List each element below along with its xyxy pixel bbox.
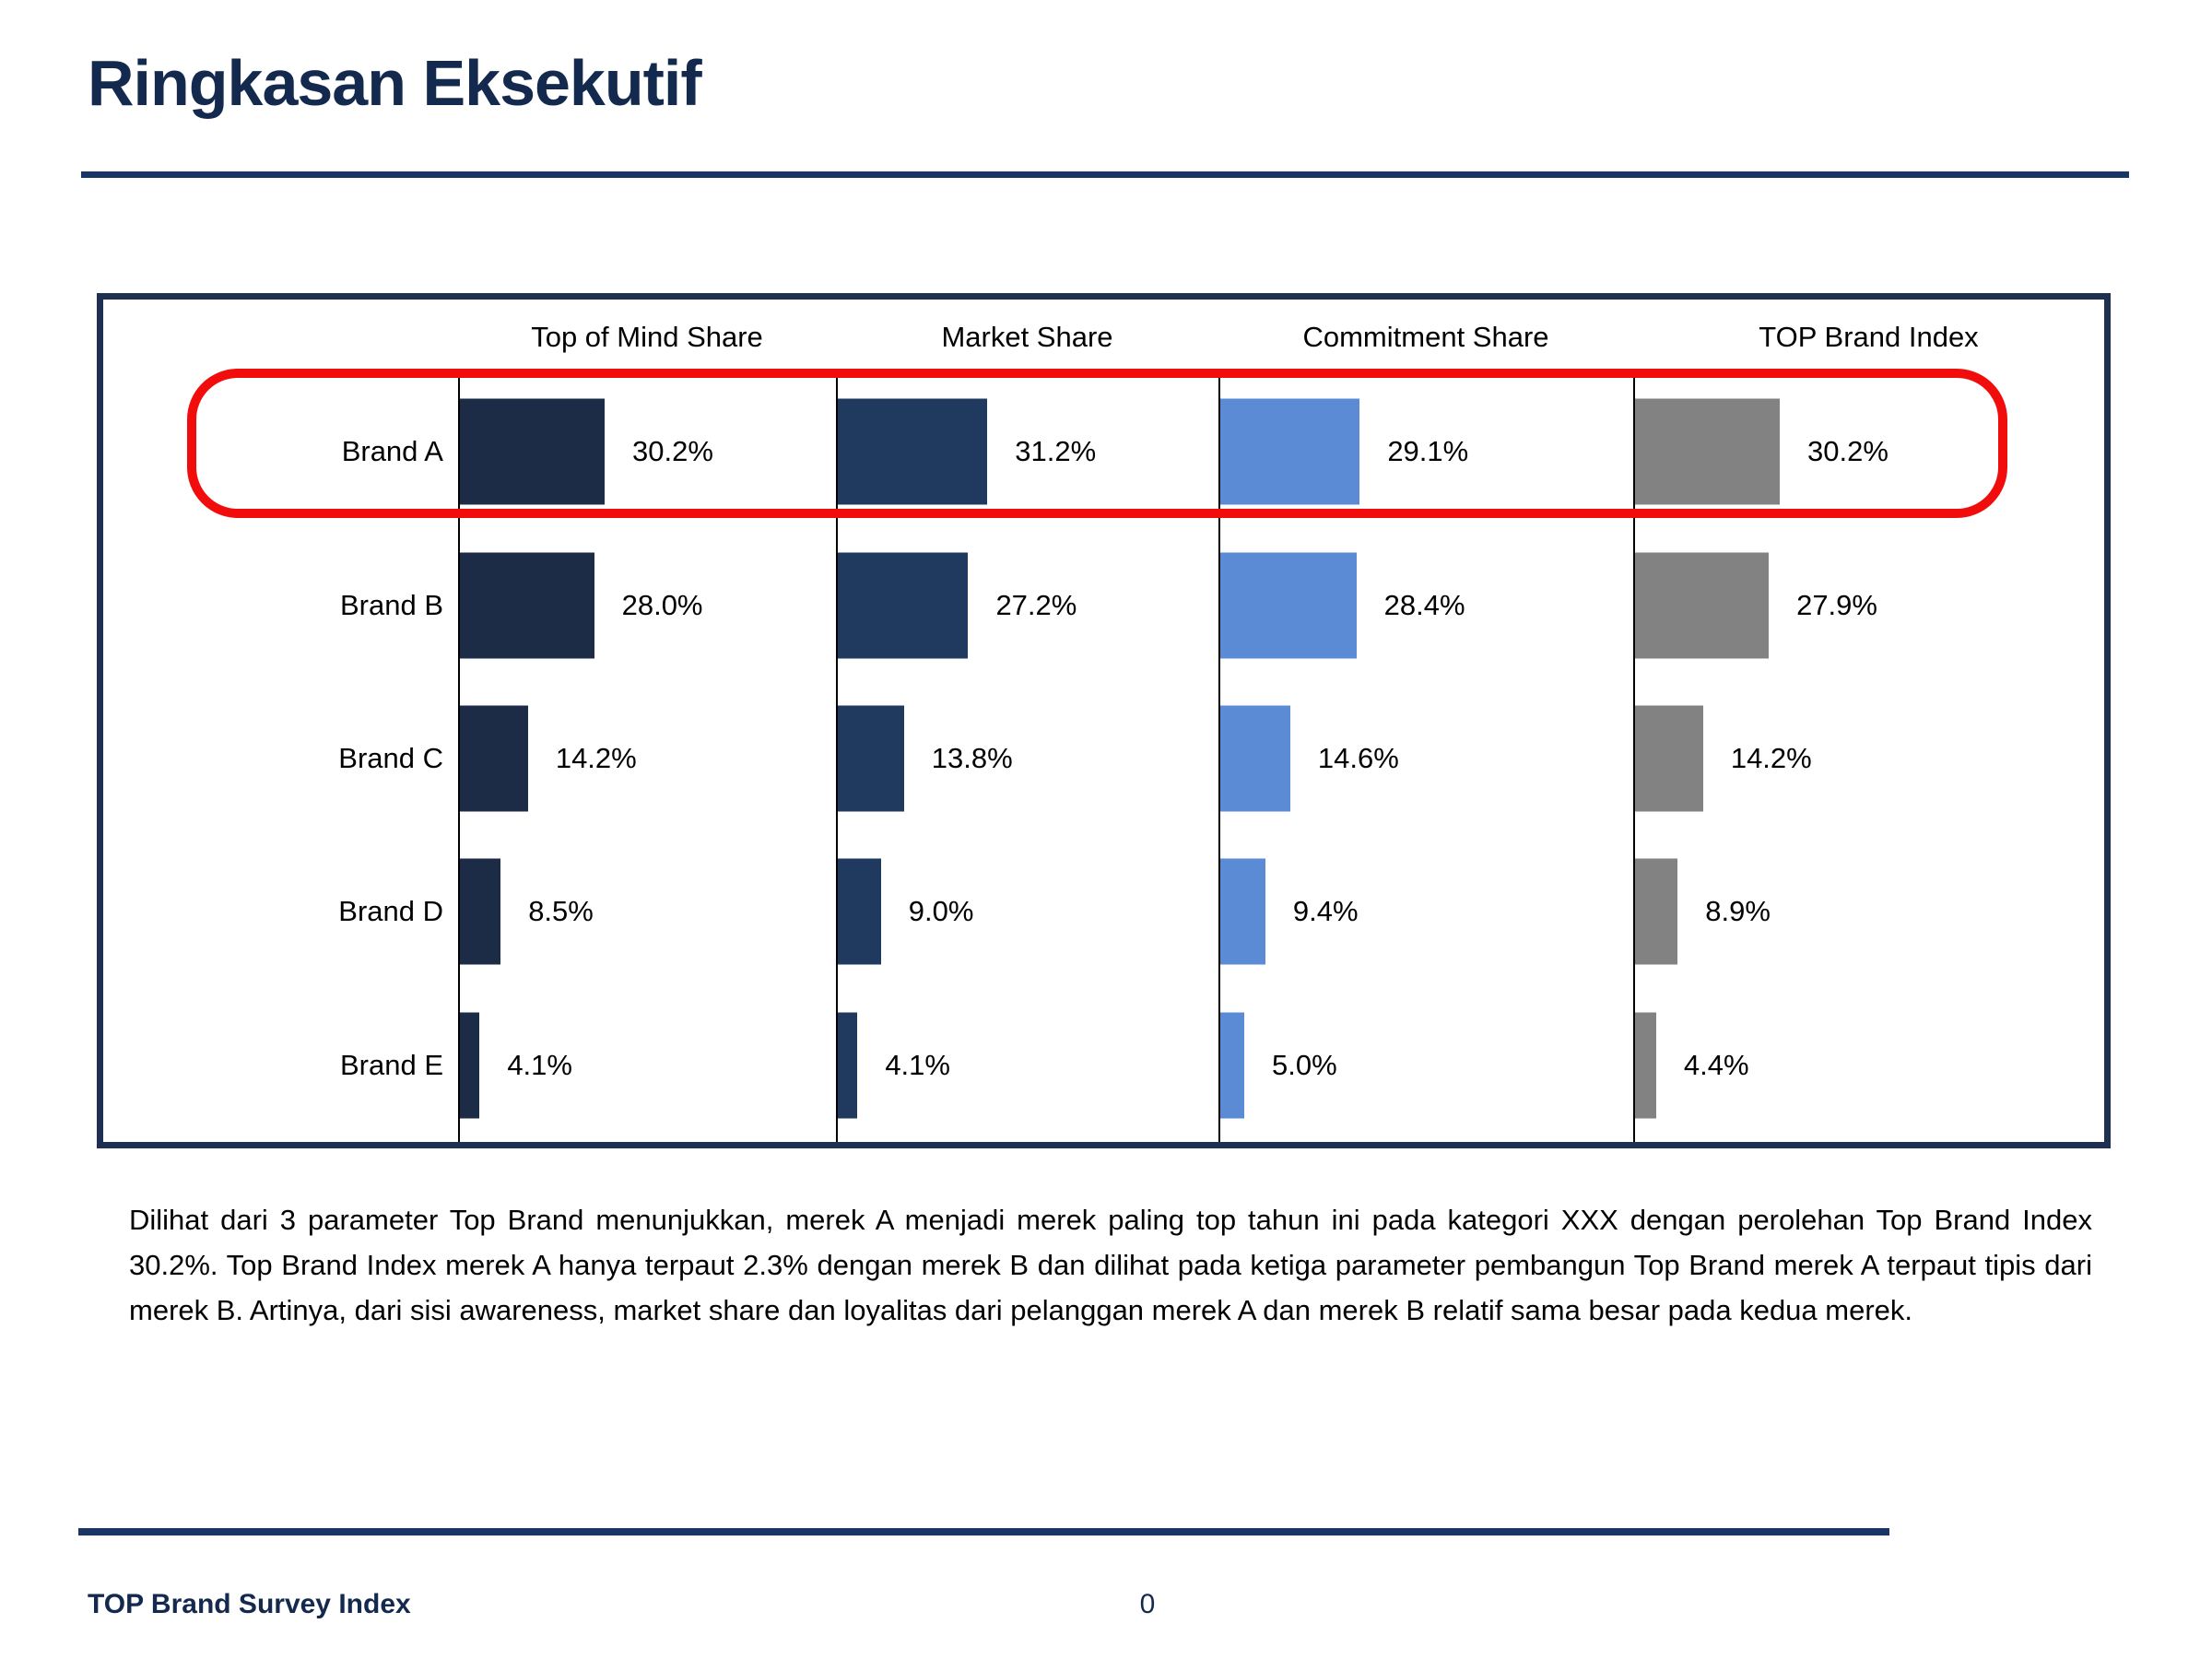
value-label-brand-e-top-brand-index: 4.4%	[1683, 1048, 1749, 1081]
bar-cell-brand-d-market-share: 9.0%	[836, 835, 1218, 989]
bar-cell-brand-b-top-of-mind-share: 28.0%	[458, 528, 836, 682]
bar-brand-a-market-share	[838, 398, 988, 505]
bar-cell-brand-e-commitment-share: 5.0%	[1218, 988, 1633, 1142]
bar-brand-c-top-of-mind-share	[460, 705, 528, 812]
bar-brand-e-top-brand-index	[1635, 1012, 1656, 1119]
value-label-brand-c-top-of-mind-share: 14.2%	[555, 741, 637, 774]
page-title: Ringkasan Eksekutif	[88, 47, 702, 119]
bar-cell-brand-c-market-share: 13.8%	[836, 681, 1218, 836]
bar-cell-brand-c-commitment-share: 14.6%	[1218, 681, 1633, 836]
value-label-brand-a-top-of-mind-share: 30.2%	[632, 435, 713, 468]
chart-corner-spacer	[103, 300, 458, 375]
bar-brand-b-commitment-share	[1220, 552, 1357, 659]
bar-brand-a-top-of-mind-share	[460, 398, 606, 505]
bar-cell-brand-d-commitment-share: 9.4%	[1218, 835, 1633, 989]
value-label-brand-b-top-brand-index: 27.9%	[1796, 588, 1877, 621]
bar-cell-brand-b-commitment-share: 28.4%	[1218, 528, 1633, 682]
bar-brand-c-commitment-share	[1220, 705, 1290, 812]
bar-cell-brand-d-top-of-mind-share: 8.5%	[458, 835, 836, 989]
value-label-brand-c-commitment-share: 14.6%	[1317, 741, 1399, 774]
value-label-brand-b-commitment-share: 28.4%	[1383, 588, 1465, 621]
bar-brand-a-commitment-share	[1220, 398, 1360, 505]
bar-cell-brand-a-market-share: 31.2%	[836, 375, 1218, 529]
bar-cell-brand-b-market-share: 27.2%	[836, 528, 1218, 682]
bar-cell-brand-e-market-share: 4.1%	[836, 988, 1218, 1142]
column-header-commitment-share: Commitment Share	[1302, 321, 1549, 353]
value-label-brand-e-top-of-mind-share: 4.1%	[507, 1048, 572, 1081]
value-label-brand-d-commitment-share: 9.4%	[1292, 895, 1359, 928]
value-label-brand-c-top-brand-index: 14.2%	[1730, 741, 1812, 774]
bar-brand-e-market-share	[838, 1012, 858, 1119]
bar-brand-d-market-share	[838, 858, 881, 965]
value-label-brand-a-top-brand-index: 30.2%	[1807, 435, 1888, 468]
bar-brand-b-market-share	[838, 552, 969, 659]
row-label-brand-a: Brand A	[341, 435, 443, 468]
value-label-brand-d-market-share: 9.0%	[908, 895, 974, 928]
bar-brand-b-top-of-mind-share	[460, 552, 594, 659]
footer-line	[78, 1528, 1889, 1535]
row-label-brand-b: Brand B	[339, 588, 443, 621]
bar-cell-brand-a-top-brand-index: 30.2%	[1633, 375, 2104, 529]
chart-panel: Top of Mind Share Market Share Commitment …	[97, 293, 2111, 1148]
brand-share-chart: Top of Mind Share Market Share Commitment …	[103, 300, 2104, 1142]
bar-cell-brand-c-top-of-mind-share: 14.2%	[458, 681, 836, 836]
bar-brand-d-top-brand-index	[1635, 858, 1678, 965]
bar-cell-brand-e-top-brand-index: 4.4%	[1633, 988, 2104, 1142]
page-number: 0	[1139, 1589, 1156, 1619]
row-label-brand-d: Brand D	[338, 895, 443, 928]
bar-cell-brand-a-commitment-share: 29.1%	[1218, 375, 1633, 529]
bar-brand-c-top-brand-index	[1635, 705, 1703, 812]
column-header-top-brand-index: TOP Brand Index	[1759, 321, 1979, 353]
value-label-brand-b-market-share: 27.2%	[995, 588, 1077, 621]
bar-brand-d-commitment-share	[1220, 858, 1265, 965]
value-label-brand-d-top-brand-index: 8.9%	[1705, 895, 1771, 928]
value-label-brand-c-market-share: 13.8%	[931, 741, 1013, 774]
column-header-top-of-mind-share: Top of Mind Share	[531, 321, 763, 353]
bar-cell-brand-b-top-brand-index: 27.9%	[1633, 528, 2104, 682]
bar-brand-c-market-share	[838, 705, 904, 812]
bar-brand-e-top-of-mind-share	[460, 1012, 480, 1119]
bar-brand-b-top-brand-index	[1635, 552, 1770, 659]
column-header-market-share: Market Share	[941, 321, 1113, 353]
value-label-brand-e-market-share: 4.1%	[885, 1048, 950, 1081]
value-label-brand-a-commitment-share: 29.1%	[1387, 435, 1469, 468]
summary-paragraph: Dilihat dari 3 parameter Top Brand menun…	[129, 1204, 2092, 1326]
bar-cell-brand-a-top-of-mind-share: 30.2%	[458, 375, 836, 529]
value-label-brand-d-top-of-mind-share: 8.5%	[528, 895, 594, 928]
bar-brand-a-top-brand-index	[1635, 398, 1781, 505]
value-label-brand-b-top-of-mind-share: 28.0%	[621, 588, 703, 621]
title-underline	[81, 171, 2129, 178]
bar-brand-e-commitment-share	[1220, 1012, 1244, 1119]
bar-cell-brand-d-top-brand-index: 8.9%	[1633, 835, 2104, 989]
row-label-brand-e: Brand E	[339, 1048, 443, 1081]
bar-cell-brand-c-top-brand-index: 14.2%	[1633, 681, 2104, 836]
footer-title: TOP Brand Survey Index	[88, 1589, 411, 1619]
value-label-brand-a-market-share: 31.2%	[1015, 435, 1097, 468]
bar-brand-d-top-of-mind-share	[460, 858, 501, 965]
row-label-brand-c: Brand C	[338, 741, 443, 774]
value-label-brand-e-commitment-share: 5.0%	[1272, 1048, 1337, 1081]
bar-cell-brand-e-top-of-mind-share: 4.1%	[458, 988, 836, 1142]
